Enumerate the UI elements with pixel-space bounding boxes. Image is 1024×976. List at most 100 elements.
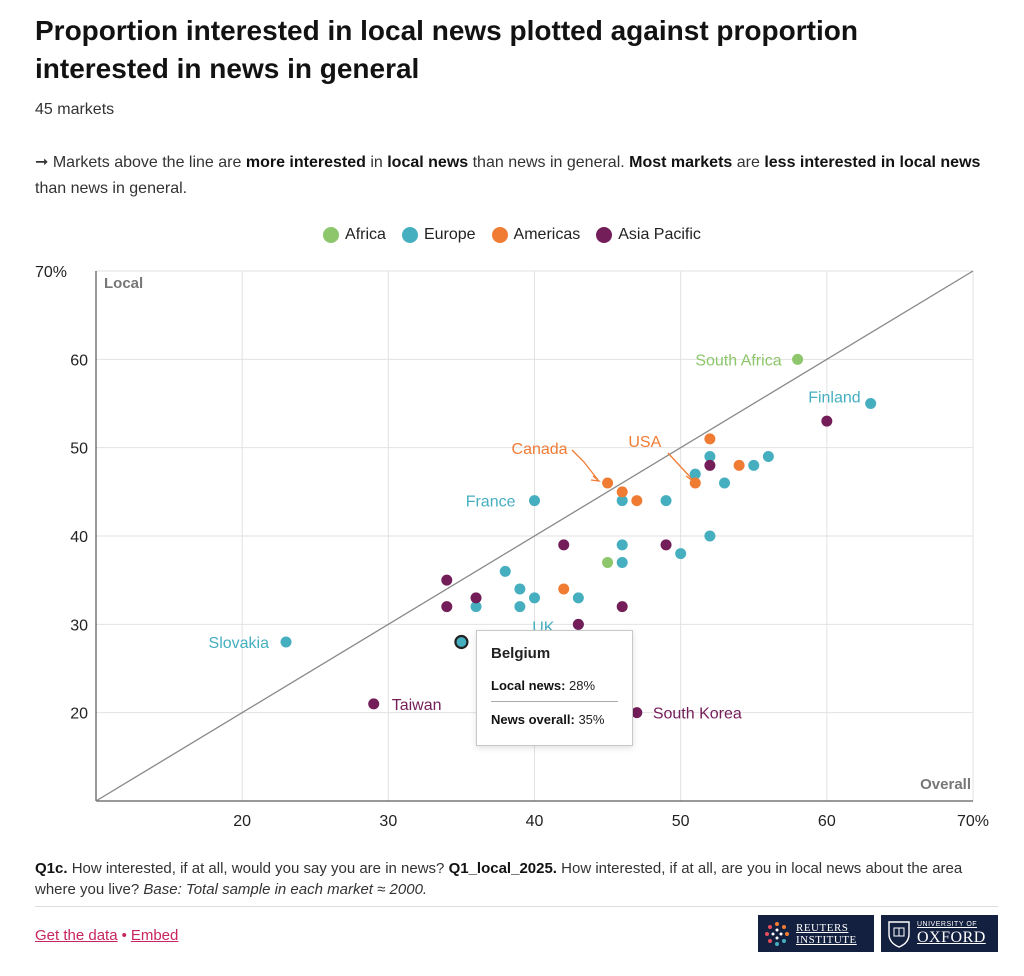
y-tick-label: 20 <box>70 706 88 723</box>
data-point-europe <box>616 557 628 568</box>
reuters-wordmark: REUTERS INSTITUTE <box>796 922 857 946</box>
legend-item-africa[interactable]: Africa <box>323 224 386 246</box>
data-point-asia-pacific <box>572 618 584 630</box>
tooltip-overall-label: News overall: <box>491 712 575 727</box>
data-point-europe <box>499 565 511 577</box>
oxford-logo[interactable]: UNIVERSITY OF OXFORD <box>881 915 998 952</box>
tooltip-overall-value: 35% <box>578 712 605 727</box>
data-point-asia-pacific <box>631 707 643 719</box>
data-point-europe <box>762 451 774 462</box>
data-point-asia-pacific <box>660 539 672 551</box>
oxford-line1: UNIVERSITY OF <box>917 920 978 928</box>
x-tick-label: 70% <box>957 813 989 830</box>
scatter-chart: 20 30 40 50 60 70% 20 30 40 50 60 70% Local Overall So… <box>35 264 989 830</box>
data-point-europe <box>454 634 469 650</box>
legend-item-americas[interactable]: Americas <box>491 224 581 246</box>
legend-label: Africa <box>345 226 386 243</box>
point-label: South Africa <box>695 352 781 369</box>
tooltip-overall-row: News overall: 35% <box>491 712 618 727</box>
y-tick-label: 40 <box>70 529 88 546</box>
y-tick-label: 30 <box>70 617 88 634</box>
data-point-europe <box>865 398 877 409</box>
usa-arrow <box>667 452 693 480</box>
note-part: than news in general. <box>35 180 188 197</box>
data-point-europe <box>514 583 526 595</box>
data-point-asia-pacific <box>368 698 380 710</box>
data-point-asia-pacific <box>616 601 628 613</box>
footnote-q1local-label: Q1_local_2025. <box>448 860 557 877</box>
data-point-europe <box>689 468 701 480</box>
legend-item-asia-pacific[interactable]: Asia Pacific <box>596 224 701 246</box>
footer-divider <box>35 906 998 907</box>
note-part: in <box>365 154 388 171</box>
reuters-line2: INSTITUTE <box>796 933 857 946</box>
oxford-line2: OXFORD <box>917 928 986 946</box>
y-tick-label: 70% <box>35 264 67 281</box>
data-point-americas <box>616 486 628 498</box>
x-tick-label: 50 <box>672 813 690 830</box>
point-label: Finland <box>808 390 860 407</box>
note-part: local news <box>387 154 469 171</box>
note-part: Markets above the line are <box>48 154 246 171</box>
data-point-europe <box>514 601 526 613</box>
data-point-asia-pacific <box>704 459 716 471</box>
data-point-europe <box>719 477 731 489</box>
tooltip-title: Belgium <box>491 645 551 662</box>
embed-link[interactable]: Embed <box>130 927 179 944</box>
x-tick-label: 60 <box>818 813 836 830</box>
tooltip-local-row: Local news: 28% <box>491 678 618 693</box>
oxford-wordmark: UNIVERSITY OF OXFORD <box>917 921 986 947</box>
legend-label: Asia Pacific <box>618 226 701 243</box>
footer-links: Get the data • Embed <box>35 927 178 944</box>
chart-title: Proportion interested in local news plot… <box>35 15 858 84</box>
reuters-institute-logo[interactable]: REUTERS INSTITUTE <box>758 915 874 952</box>
note-part: Most markets <box>629 154 733 171</box>
point-label: France <box>466 494 516 511</box>
note-part: less interested in local news <box>764 154 981 171</box>
point-label: Slovakia <box>209 635 270 652</box>
point-label: USA <box>628 434 661 451</box>
tooltip-local-label: Local news: <box>491 678 566 693</box>
data-point-europe <box>704 451 716 462</box>
get-data-link[interactable]: Get the data <box>35 927 118 944</box>
y-tick-label: 60 <box>70 352 88 369</box>
tooltip-local-value: 28% <box>569 678 596 693</box>
arrow-icon: ➞ <box>35 154 49 171</box>
data-point-europe <box>529 592 540 604</box>
data-point-asia-pacific <box>441 601 453 613</box>
data-point-europe <box>280 636 292 648</box>
legend-label: Europe <box>423 226 476 243</box>
data-point-europe <box>572 592 584 604</box>
link-separator: • <box>121 927 127 944</box>
point-label: South Korea <box>653 706 742 723</box>
point-label: Canada <box>512 441 568 458</box>
data-point-asia-pacific <box>470 592 482 604</box>
legend-swatch <box>401 227 418 243</box>
x-tick-label: 20 <box>233 813 251 830</box>
data-point-americas <box>558 583 570 595</box>
legend-swatch <box>596 227 613 243</box>
y-axis-label: Local <box>104 275 143 292</box>
note-part: are <box>732 154 765 171</box>
legend-label: Americas <box>513 226 581 243</box>
legend-swatch <box>323 227 340 243</box>
note-text: Markets above the line are more interest… <box>35 154 980 197</box>
legend: Africa Europe Americas Asia Pacific <box>0 224 1024 246</box>
footnote-q1local-text: How interested, if at all, are you in lo… <box>35 860 963 898</box>
data-point-asia-pacific <box>821 415 833 427</box>
footnote-q1c-text: How interested, if at all, would you say… <box>67 860 449 877</box>
chart-note: ➞ Markets above the line are more intere… <box>35 150 1010 202</box>
data-point-americas <box>631 495 643 507</box>
reference-line <box>95 270 974 802</box>
tooltip: Belgium Local news: 28% News overall: 35… <box>476 630 633 746</box>
y-tick-label: 50 <box>70 441 88 458</box>
data-point-europe <box>529 495 540 507</box>
data-point-americas <box>704 433 716 445</box>
data-point-europe <box>616 539 628 551</box>
data-point-americas <box>602 477 614 489</box>
data-point-europe <box>660 495 672 507</box>
data-point-europe <box>675 548 687 560</box>
note-part: more interested <box>245 154 366 171</box>
legend-item-europe[interactable]: Europe <box>401 224 476 246</box>
x-tick-label: 30 <box>379 813 397 830</box>
